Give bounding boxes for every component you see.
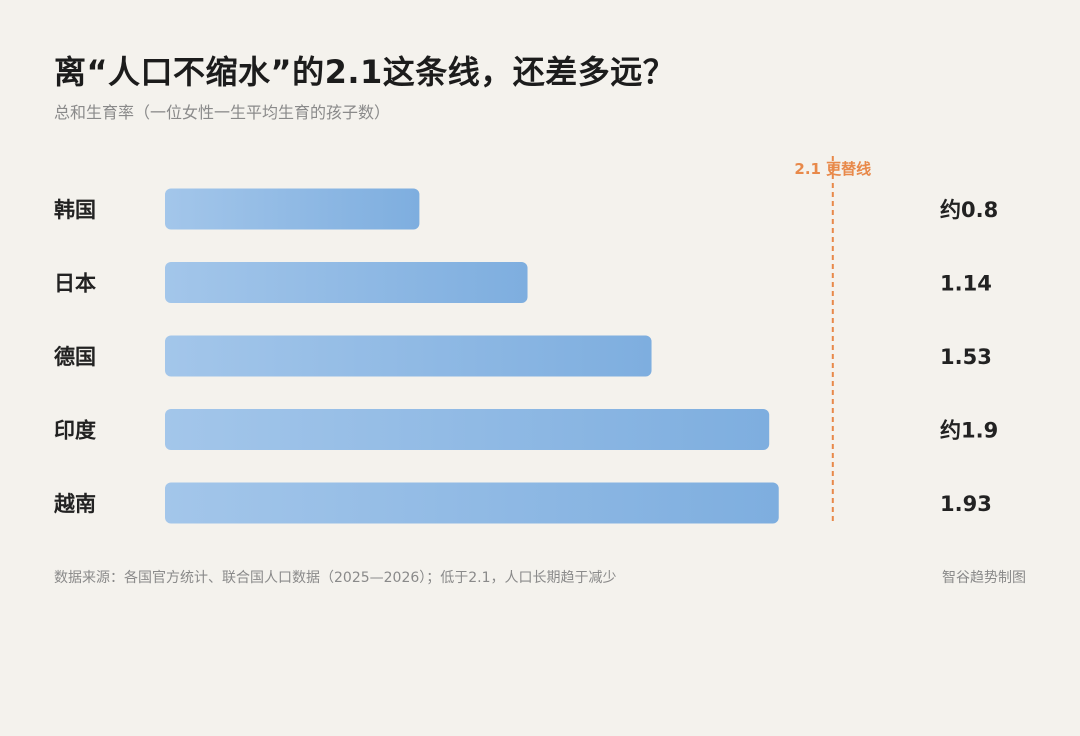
bar: [165, 409, 770, 450]
bar: [165, 188, 420, 230]
bars-layer: 韩国 约0.8 日本 1.14 德国 1.53 印度 约1.9 越南 1.93: [53, 188, 998, 524]
replacement-reference-label: 2.1 更替线: [794, 160, 871, 178]
value-label: 约1.9: [940, 419, 998, 443]
chart-subtitle: 总和生育率（一位女性一生平均生育的孩子数）: [54, 103, 391, 122]
bar: [165, 335, 652, 377]
category-label: 印度: [54, 419, 96, 443]
category-label: 德国: [54, 345, 96, 369]
value-label: 约0.8: [940, 198, 998, 222]
value-label: 1.93: [940, 492, 992, 516]
category-label: 韩国: [54, 198, 96, 222]
bar-chart: 韩国 约0.8 日本 1.14 德国 1.53 印度 约1.9 越南 1.93 2.1 更替线: [53, 156, 998, 524]
bar: [165, 262, 528, 303]
value-label: 1.53: [940, 345, 992, 369]
chart-title: 离“人口不缩水”的2.1这条线，还差多远？: [54, 53, 676, 91]
data-source-note: 数据来源：各国官方统计、联合国人口数据（2025—2026）；低于2.1，人口长…: [54, 570, 617, 586]
value-label: 1.14: [940, 272, 992, 296]
chart-credit: 智谷趋势制图: [942, 570, 1026, 586]
category-label: 日本: [54, 272, 96, 296]
category-label: 越南: [53, 492, 96, 516]
bar: [165, 482, 779, 524]
